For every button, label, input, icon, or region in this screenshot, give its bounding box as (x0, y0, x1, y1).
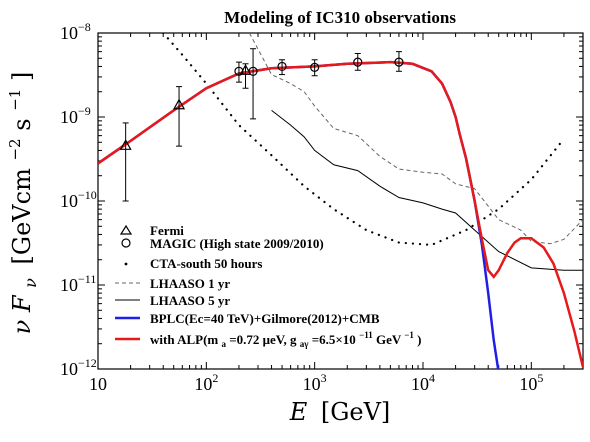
legend-alp-prefix: with ALP(m (150, 332, 218, 347)
y-tick-label: 10−12 (60, 356, 97, 379)
plot-area (97, 32, 584, 370)
y-axis-label-sub: ν (21, 278, 40, 288)
x-axis-label-var: E (289, 398, 308, 426)
y-tick-label: 10−11 (60, 272, 96, 295)
legend-label-bplc: BPLC(Ec=40 TeV)+Gilmore(2012)+CMB (150, 311, 380, 326)
y-tick-label: 10−9 (60, 104, 91, 127)
y-axis-label-unit: [GeVcm (8, 168, 36, 265)
x-tick-label: 10 (89, 374, 107, 394)
magic-data-point (277, 61, 287, 72)
x-axis-ticks: 10 102 103 104 105 (89, 371, 543, 394)
legend-item-fermi: Fermi (119, 223, 184, 238)
legend-alp-coupling-exp: −11 (359, 330, 373, 340)
series-line-4 (271, 109, 583, 271)
y-axis-label-f: F (8, 294, 36, 313)
legend-item-alp: with ALP(m a =0.72 μeV, g aγ =6.5×10 −11… (115, 326, 421, 350)
y-axis-label-nu: ν (8, 320, 36, 335)
minor-ticks (97, 33, 584, 370)
legend-label-cta: CTA-south 50 hours (150, 256, 262, 271)
y-axis-label-close: ] (8, 72, 36, 81)
series-line-3 (248, 33, 583, 245)
legend-alp-mass: =0.72 μeV, g (229, 332, 297, 347)
y-tick-label: 10−8 (60, 20, 91, 43)
legend-item-lhaaso5: LHAASO 5 yr (115, 293, 230, 308)
legend-label-lhaaso5: LHAASO 5 yr (150, 293, 230, 308)
legend-circle-marker (121, 238, 131, 248)
legend-alp-g-sub: aγ (300, 339, 310, 349)
legend-label-lhaaso1: LHAASO 1 yr (150, 276, 230, 291)
magic-data-point (394, 57, 404, 67)
x-tick-label: 103 (303, 371, 327, 394)
legend-dot-marker (124, 262, 128, 266)
x-tick-label: 104 (411, 371, 435, 394)
legend: Fermi MAGIC (High state 2009/2010) CTA-s… (115, 223, 421, 350)
y-axis-label-exp2: −1 (6, 89, 24, 111)
y-tick-label: 10−10 (60, 188, 97, 211)
legend-item-magic: MAGIC (High state 2009/2010) (121, 236, 324, 251)
x-tick-label: 102 (194, 371, 218, 394)
chart-title: Modeling of IC310 observations (224, 8, 456, 27)
series-line-6 (98, 60, 583, 368)
magic-data-point (248, 66, 258, 76)
legend-item-lhaaso1: LHAASO 1 yr (115, 276, 230, 291)
x-axis-label: E [GeV] (289, 398, 391, 426)
series-layer (98, 33, 583, 369)
series-line-2 (162, 33, 566, 247)
magic-data-point (310, 62, 320, 72)
legend-alp-a-sub: a (222, 339, 227, 349)
marker-layer (119, 48, 404, 202)
legend-alp-unit-exp: −1 (404, 330, 414, 340)
fermi-data-point (119, 139, 132, 150)
y-axis-ticks: 10−12 10−11 10−10 10−9 10−8 (60, 20, 97, 379)
y-axis-label-exp1: −2 (6, 138, 24, 160)
legend-item-cta: CTA-south 50 hours (124, 256, 262, 271)
legend-label-magic: MAGIC (High state 2009/2010) (150, 236, 324, 251)
series-line-5 (98, 60, 500, 369)
legend-item-bplc: BPLC(Ec=40 TeV)+Gilmore(2012)+CMB (115, 311, 380, 326)
x-tick-label: 105 (519, 371, 543, 394)
fermi-data-point (173, 98, 186, 110)
magic-data-point (353, 57, 363, 67)
legend-alp-close: ) (417, 332, 421, 347)
y-axis-label-s: s (8, 118, 36, 130)
legend-label-fermi: Fermi (150, 223, 184, 238)
x-axis-label-unit: [GeV] (321, 398, 390, 426)
y-axis-label: ν F ν [GeVcm −2 s −1 ] (0, 72, 42, 335)
legend-triangle-marker (119, 224, 133, 235)
legend-alp-unit: GeV (376, 332, 402, 347)
legend-label-alp: with ALP(m a =0.72 μeV, g aγ =6.5×10 −11… (150, 326, 421, 350)
legend-alp-coupling: =6.5×10 (312, 332, 356, 347)
magic-data-point (234, 66, 244, 76)
